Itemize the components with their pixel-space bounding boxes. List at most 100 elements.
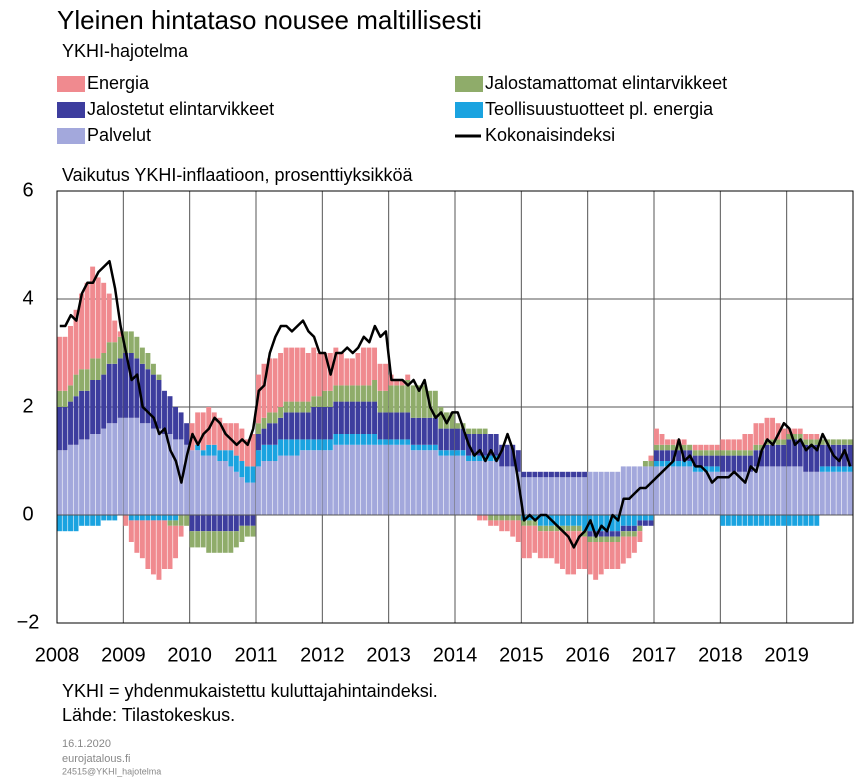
bar-segment bbox=[576, 525, 582, 532]
bar-segment bbox=[477, 455, 483, 461]
bar-segment bbox=[228, 466, 234, 515]
bar-segment bbox=[410, 450, 416, 515]
bar-segment bbox=[394, 412, 400, 440]
bar-segment bbox=[416, 385, 422, 418]
bar-segment bbox=[537, 515, 543, 526]
bar-segment bbox=[493, 515, 499, 521]
bar-segment bbox=[670, 444, 676, 451]
bar-segment bbox=[841, 439, 847, 445]
bar-segment bbox=[654, 450, 659, 461]
bar-segment bbox=[637, 515, 643, 521]
bar-segment bbox=[432, 417, 438, 445]
bar-segment bbox=[714, 471, 720, 515]
bar-segment bbox=[128, 417, 134, 515]
bar-segment bbox=[95, 277, 101, 359]
bar-segment bbox=[349, 401, 355, 434]
bar-segment bbox=[637, 531, 643, 542]
bar-segment bbox=[283, 412, 289, 440]
bar-segment bbox=[427, 444, 433, 451]
bar-segment bbox=[736, 450, 742, 456]
bar-segment bbox=[609, 515, 615, 532]
bar-segment bbox=[410, 417, 416, 445]
bar-segment bbox=[388, 439, 394, 445]
bar-segment bbox=[576, 477, 582, 515]
bar-segment bbox=[333, 385, 339, 402]
bar-segment bbox=[781, 515, 787, 526]
bar-segment bbox=[338, 444, 344, 515]
bar-segment bbox=[582, 536, 588, 569]
bar-segment bbox=[449, 455, 455, 515]
bar-segment bbox=[438, 428, 444, 451]
bar-segment bbox=[731, 515, 737, 526]
bar-segment bbox=[68, 326, 73, 386]
bar-segment bbox=[576, 515, 582, 526]
bar-segment bbox=[372, 380, 378, 402]
bar-segment bbox=[123, 515, 129, 526]
bar-segment bbox=[825, 471, 831, 515]
chart-subtitle: YKHI-hajotelma bbox=[62, 41, 189, 61]
bar-segment bbox=[477, 434, 483, 456]
bar-segment bbox=[565, 477, 571, 515]
bar-segment bbox=[654, 461, 659, 467]
bar-segment bbox=[753, 466, 759, 515]
bar-segment bbox=[84, 390, 90, 440]
bar-segment bbox=[764, 515, 770, 526]
bar-segment bbox=[736, 515, 742, 526]
bar-segment bbox=[449, 428, 455, 451]
bar-segment bbox=[322, 390, 328, 407]
bar-segment bbox=[742, 450, 748, 456]
bar-segment bbox=[377, 390, 383, 413]
bar-segment bbox=[808, 471, 814, 515]
bar-segment bbox=[388, 444, 394, 515]
bar-segment bbox=[145, 353, 151, 370]
bar-segment bbox=[333, 347, 339, 386]
bar-segment bbox=[654, 444, 659, 451]
bar-segment bbox=[106, 363, 112, 424]
x-tick-label: 2019 bbox=[764, 644, 809, 666]
footer-id: 24515@YKHI_hajotelma bbox=[62, 766, 161, 776]
bar-segment bbox=[57, 407, 62, 451]
bar-segment bbox=[499, 520, 505, 532]
bar-segment bbox=[642, 461, 648, 467]
bar-segment bbox=[327, 439, 333, 451]
bar-segment bbox=[57, 515, 62, 532]
bar-segment bbox=[79, 515, 85, 526]
bar-segment bbox=[609, 536, 615, 542]
bar-segment bbox=[543, 515, 549, 526]
bar-segment bbox=[73, 515, 79, 532]
bar-segment bbox=[532, 525, 538, 553]
bar-segment bbox=[239, 428, 245, 461]
bar-segment bbox=[565, 515, 571, 526]
bar-segment bbox=[593, 536, 599, 542]
bar-segment bbox=[90, 515, 96, 526]
bar-segment bbox=[477, 515, 483, 521]
bar-segment bbox=[814, 439, 820, 445]
bar-segment bbox=[62, 336, 68, 391]
bar-segment bbox=[145, 520, 151, 569]
bar-segment bbox=[571, 477, 577, 515]
bar-segment bbox=[112, 363, 118, 424]
bar-segment bbox=[515, 450, 521, 472]
bar-segment bbox=[206, 407, 212, 445]
bar-segment bbox=[676, 461, 682, 467]
bar-segment bbox=[316, 439, 322, 451]
bar-segment bbox=[416, 417, 422, 445]
bar-segment bbox=[300, 450, 306, 515]
bar-segment bbox=[349, 358, 355, 386]
x-tick-label: 2011 bbox=[234, 644, 277, 666]
bar-segment bbox=[394, 444, 400, 515]
bar-segment bbox=[101, 515, 107, 521]
bar-segment bbox=[305, 439, 311, 451]
bar-segment bbox=[327, 407, 333, 440]
bar-segment bbox=[399, 385, 405, 413]
bar-segment bbox=[372, 347, 378, 380]
bar-segment bbox=[725, 471, 731, 515]
bar-segment bbox=[532, 477, 538, 515]
bar-segment bbox=[482, 428, 488, 434]
bar-segment bbox=[361, 444, 366, 515]
bar-segment bbox=[582, 477, 588, 515]
bar-segment bbox=[692, 466, 698, 472]
bar-segment bbox=[471, 434, 477, 456]
bar-segment bbox=[289, 439, 295, 456]
bar-segment bbox=[344, 358, 350, 386]
